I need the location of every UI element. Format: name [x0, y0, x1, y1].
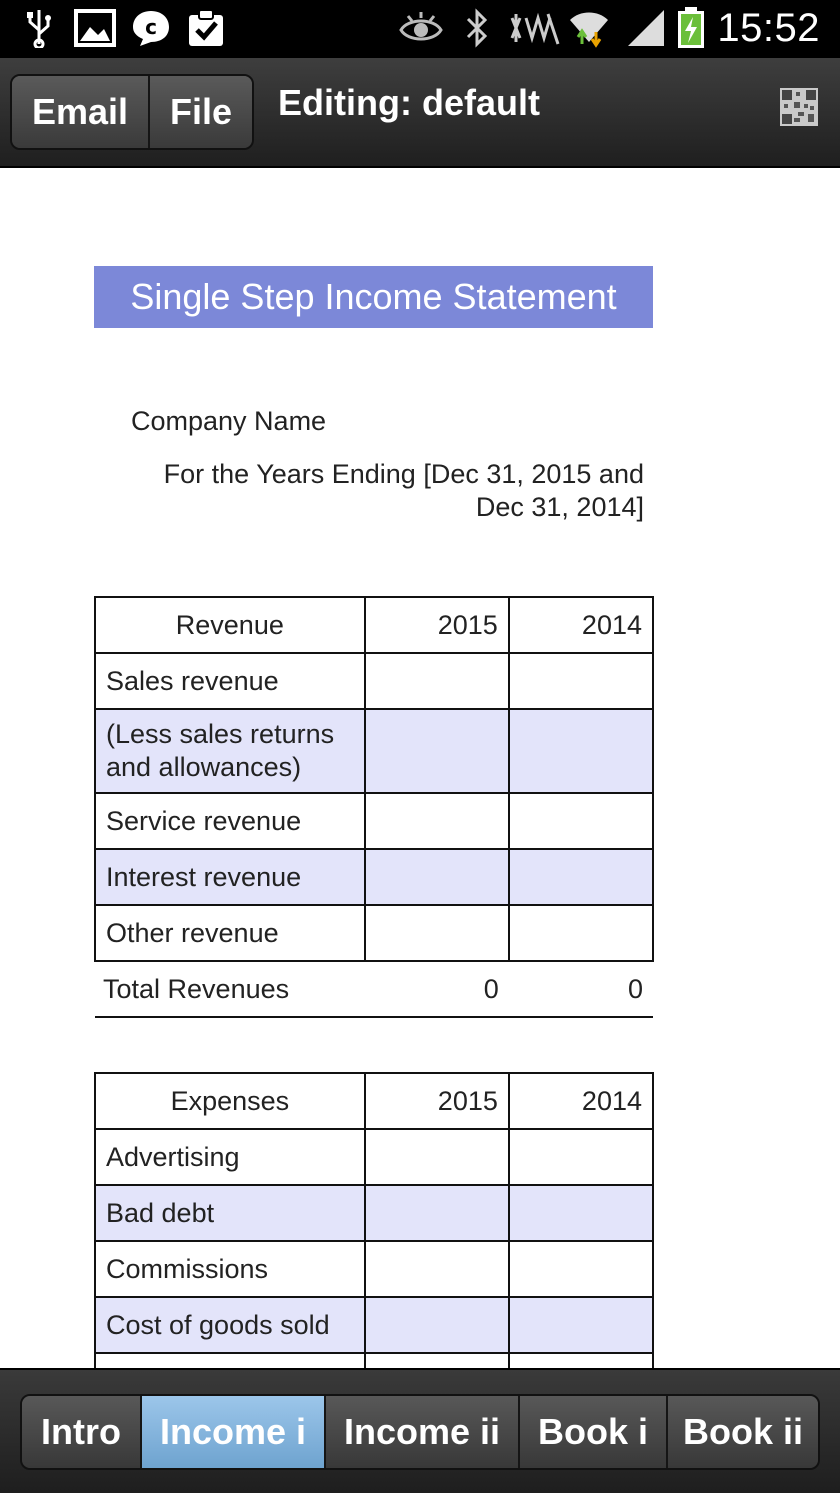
value-cell-2015[interactable] — [363, 1184, 510, 1242]
editing-title: Editing: default — [278, 82, 540, 123]
status-bar: c 15:52 — [0, 0, 840, 58]
period-text[interactable]: For the Years Ending [Dec 31, 2015 and D… — [163, 459, 644, 522]
row-label: (Less sales returns and allowances) — [94, 708, 366, 794]
value-cell-2015[interactable] — [363, 1240, 510, 1298]
chat-icon: c — [130, 8, 172, 48]
action-bar: Email File Editing: default — [0, 58, 840, 168]
file-button[interactable]: File — [148, 76, 253, 148]
value-cell-2014[interactable] — [507, 1240, 655, 1298]
value-cell-2015[interactable] — [363, 652, 510, 710]
value-cell-2014[interactable] — [507, 904, 655, 962]
svg-text:c: c — [145, 15, 157, 39]
table-row: Sales revenue — [94, 652, 655, 710]
total-2014: 0 — [508, 961, 653, 1018]
table-header-row: Expenses 2015 2014 — [94, 1072, 655, 1130]
action-button-group: Email File — [10, 74, 255, 150]
value-cell-2015[interactable] — [363, 1128, 510, 1186]
image-icon — [74, 8, 116, 48]
eye-icon — [398, 8, 444, 48]
header-cell: 2014 — [507, 1072, 655, 1130]
table-header-row: Revenue 2015 2014 — [94, 596, 655, 654]
value-cell-2015[interactable] — [363, 1296, 510, 1354]
value-cell-2015[interactable] — [363, 1352, 510, 1368]
mute-icon — [508, 8, 560, 48]
table-row: Advertising — [94, 1128, 655, 1186]
bluetooth-icon — [462, 8, 492, 48]
revenue-table: Revenue 2015 2014 Sales revenue (Less sa… — [94, 596, 655, 1018]
row-label: Service revenue — [94, 792, 366, 850]
value-cell-2015[interactable] — [363, 904, 510, 962]
table-row: (Less sales returns and allowances) — [94, 708, 655, 794]
tab-income-ii[interactable]: Income ii — [324, 1396, 518, 1468]
header-cell: 2014 — [507, 596, 655, 654]
statement-title: Single Step Income Statement — [94, 266, 653, 328]
tab-intro[interactable]: Intro — [22, 1396, 140, 1468]
row-label: Cost of goods sold — [94, 1296, 366, 1354]
battery-charging-icon — [674, 7, 708, 48]
tab-income-i[interactable]: Income i — [140, 1396, 324, 1468]
header-cell: 2015 — [363, 1072, 510, 1130]
value-cell-2014[interactable] — [507, 848, 655, 906]
value-cell-2015[interactable] — [363, 708, 510, 794]
value-cell-2014[interactable] — [507, 1128, 655, 1186]
document-view[interactable]: Single Step Income Statement Company Nam… — [0, 168, 840, 1368]
value-cell-2015[interactable] — [363, 792, 510, 850]
email-button[interactable]: Email — [12, 76, 149, 148]
bottom-tab-bar: Intro Income i Income ii Book i Book ii — [0, 1368, 840, 1493]
value-cell-2015[interactable] — [363, 848, 510, 906]
value-cell-2014[interactable] — [507, 1296, 655, 1354]
row-label: Advertising — [94, 1128, 366, 1186]
tab-group: Intro Income i Income ii Book i Book ii — [20, 1394, 820, 1470]
row-label: Sales revenue — [94, 652, 366, 710]
clipboard-check-icon — [186, 8, 226, 48]
total-2015: 0 — [364, 961, 509, 1018]
row-label: Depreciation — [94, 1352, 366, 1368]
value-cell-2014[interactable] — [507, 708, 655, 794]
table-row: Other revenue — [94, 904, 655, 962]
value-cell-2014[interactable] — [507, 1352, 655, 1368]
row-label: Bad debt — [94, 1184, 366, 1242]
table-row: Cost of goods sold — [94, 1296, 655, 1354]
clock: 15:52 — [717, 6, 820, 50]
table-row: Service revenue — [94, 792, 655, 850]
value-cell-2014[interactable] — [507, 792, 655, 850]
row-label: Commissions — [94, 1240, 366, 1298]
total-row: Total Revenues 0 0 — [95, 961, 653, 1018]
qr-code-icon[interactable] — [780, 88, 818, 126]
header-cell: 2015 — [363, 596, 510, 654]
table-row: Interest revenue — [94, 848, 655, 906]
table-row: Bad debt — [94, 1184, 655, 1242]
header-cell: Expenses — [94, 1072, 366, 1130]
company-name[interactable]: Company Name — [131, 406, 327, 436]
table-row: Commissions — [94, 1240, 655, 1298]
total-label: Total Revenues — [95, 961, 365, 1018]
wifi-icon — [566, 8, 612, 48]
expenses-table: Expenses 2015 2014 Advertising Bad debt … — [94, 1072, 655, 1368]
tab-book-i[interactable]: Book i — [518, 1396, 666, 1468]
value-cell-2014[interactable] — [507, 652, 655, 710]
signal-icon — [624, 8, 668, 48]
value-cell-2014[interactable] — [507, 1184, 655, 1242]
table-row: Depreciation — [94, 1352, 655, 1368]
row-label: Other revenue — [94, 904, 366, 962]
row-label: Interest revenue — [94, 848, 366, 906]
usb-icon — [22, 8, 56, 48]
header-cell: Revenue — [94, 596, 366, 654]
tab-book-ii[interactable]: Book ii — [666, 1396, 818, 1468]
